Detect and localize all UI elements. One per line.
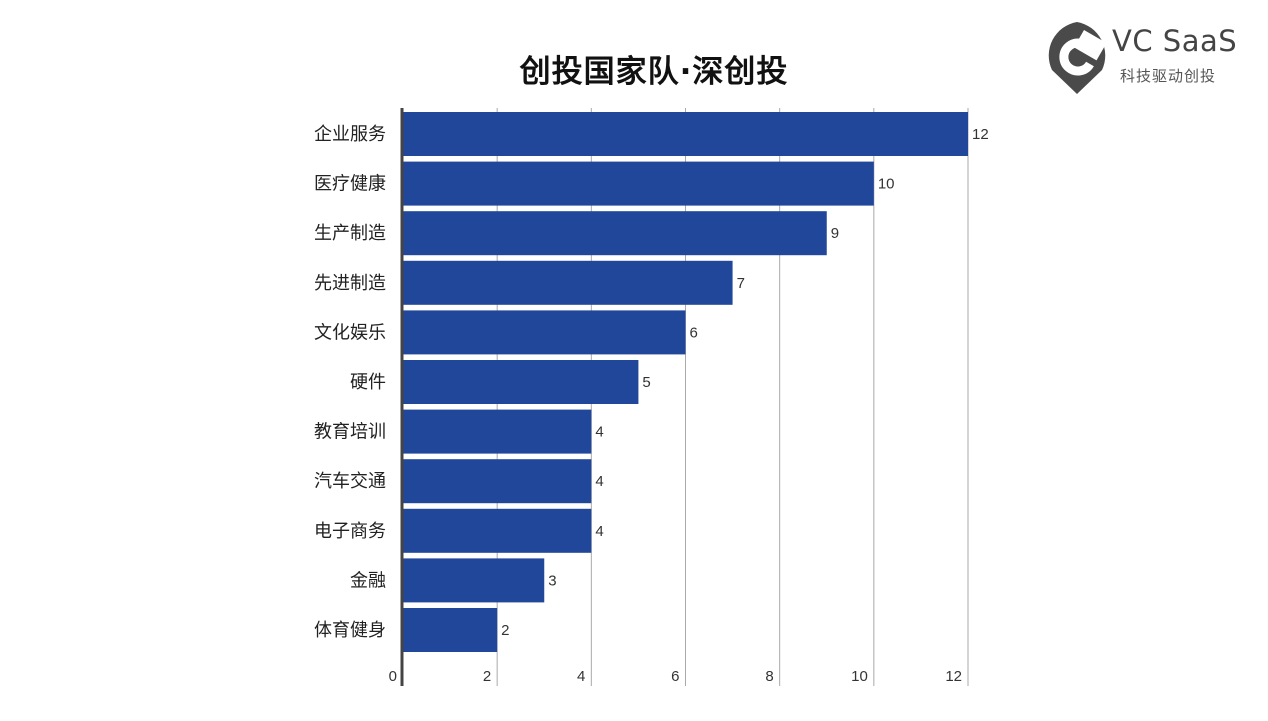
bar [403, 360, 639, 404]
data-label: 4 [595, 523, 603, 540]
data-label: 7 [737, 275, 745, 292]
data-label: 2 [501, 622, 509, 639]
x-tick-label: 12 [945, 668, 962, 685]
bar [403, 112, 968, 156]
bar [403, 161, 874, 206]
data-label: 4 [595, 424, 603, 441]
location-pin-logo-icon [1048, 22, 1107, 94]
bar [403, 211, 827, 256]
bar [403, 409, 592, 454]
data-label: 6 [690, 324, 698, 341]
x-tick-label: 6 [671, 668, 679, 685]
category-label: 体育健身 [314, 620, 386, 641]
category-label: 文化娱乐 [314, 322, 386, 343]
category-label: 硬件 [350, 372, 386, 393]
category-label: 企业服务 [314, 124, 386, 145]
data-label: 12 [972, 126, 989, 143]
x-tick-label: 8 [765, 668, 773, 685]
x-tick-label: 4 [577, 668, 585, 685]
data-label: 10 [878, 176, 895, 193]
bar [403, 508, 592, 553]
x-tick-label: 10 [851, 668, 868, 685]
bar [403, 310, 686, 355]
chart-title: 创投国家队·深创投 [519, 54, 789, 90]
category-label: 生产制造 [314, 223, 386, 244]
brand-name: VC SaaS [1112, 24, 1238, 58]
bar [403, 459, 592, 504]
category-label: 先进制造 [314, 273, 386, 294]
category-label: 电子商务 [314, 521, 386, 542]
data-label: 4 [595, 473, 603, 490]
category-label: 汽车交通 [314, 471, 386, 492]
x-tick-label: 2 [483, 668, 491, 685]
brand-logo: VC SaaS 科技驱动创投 [1046, 20, 1246, 100]
bar [403, 558, 545, 603]
data-label: 3 [548, 572, 556, 589]
category-label: 医疗健康 [314, 174, 386, 195]
x-tick-label: 0 [389, 668, 397, 685]
data-label: 5 [642, 374, 650, 391]
brand-tagline: 科技驱动创投 [1120, 67, 1217, 85]
category-label: 教育培训 [314, 422, 386, 443]
bar [403, 260, 733, 305]
bar [403, 608, 498, 652]
category-label: 金融 [350, 570, 386, 591]
data-label: 9 [831, 225, 839, 242]
